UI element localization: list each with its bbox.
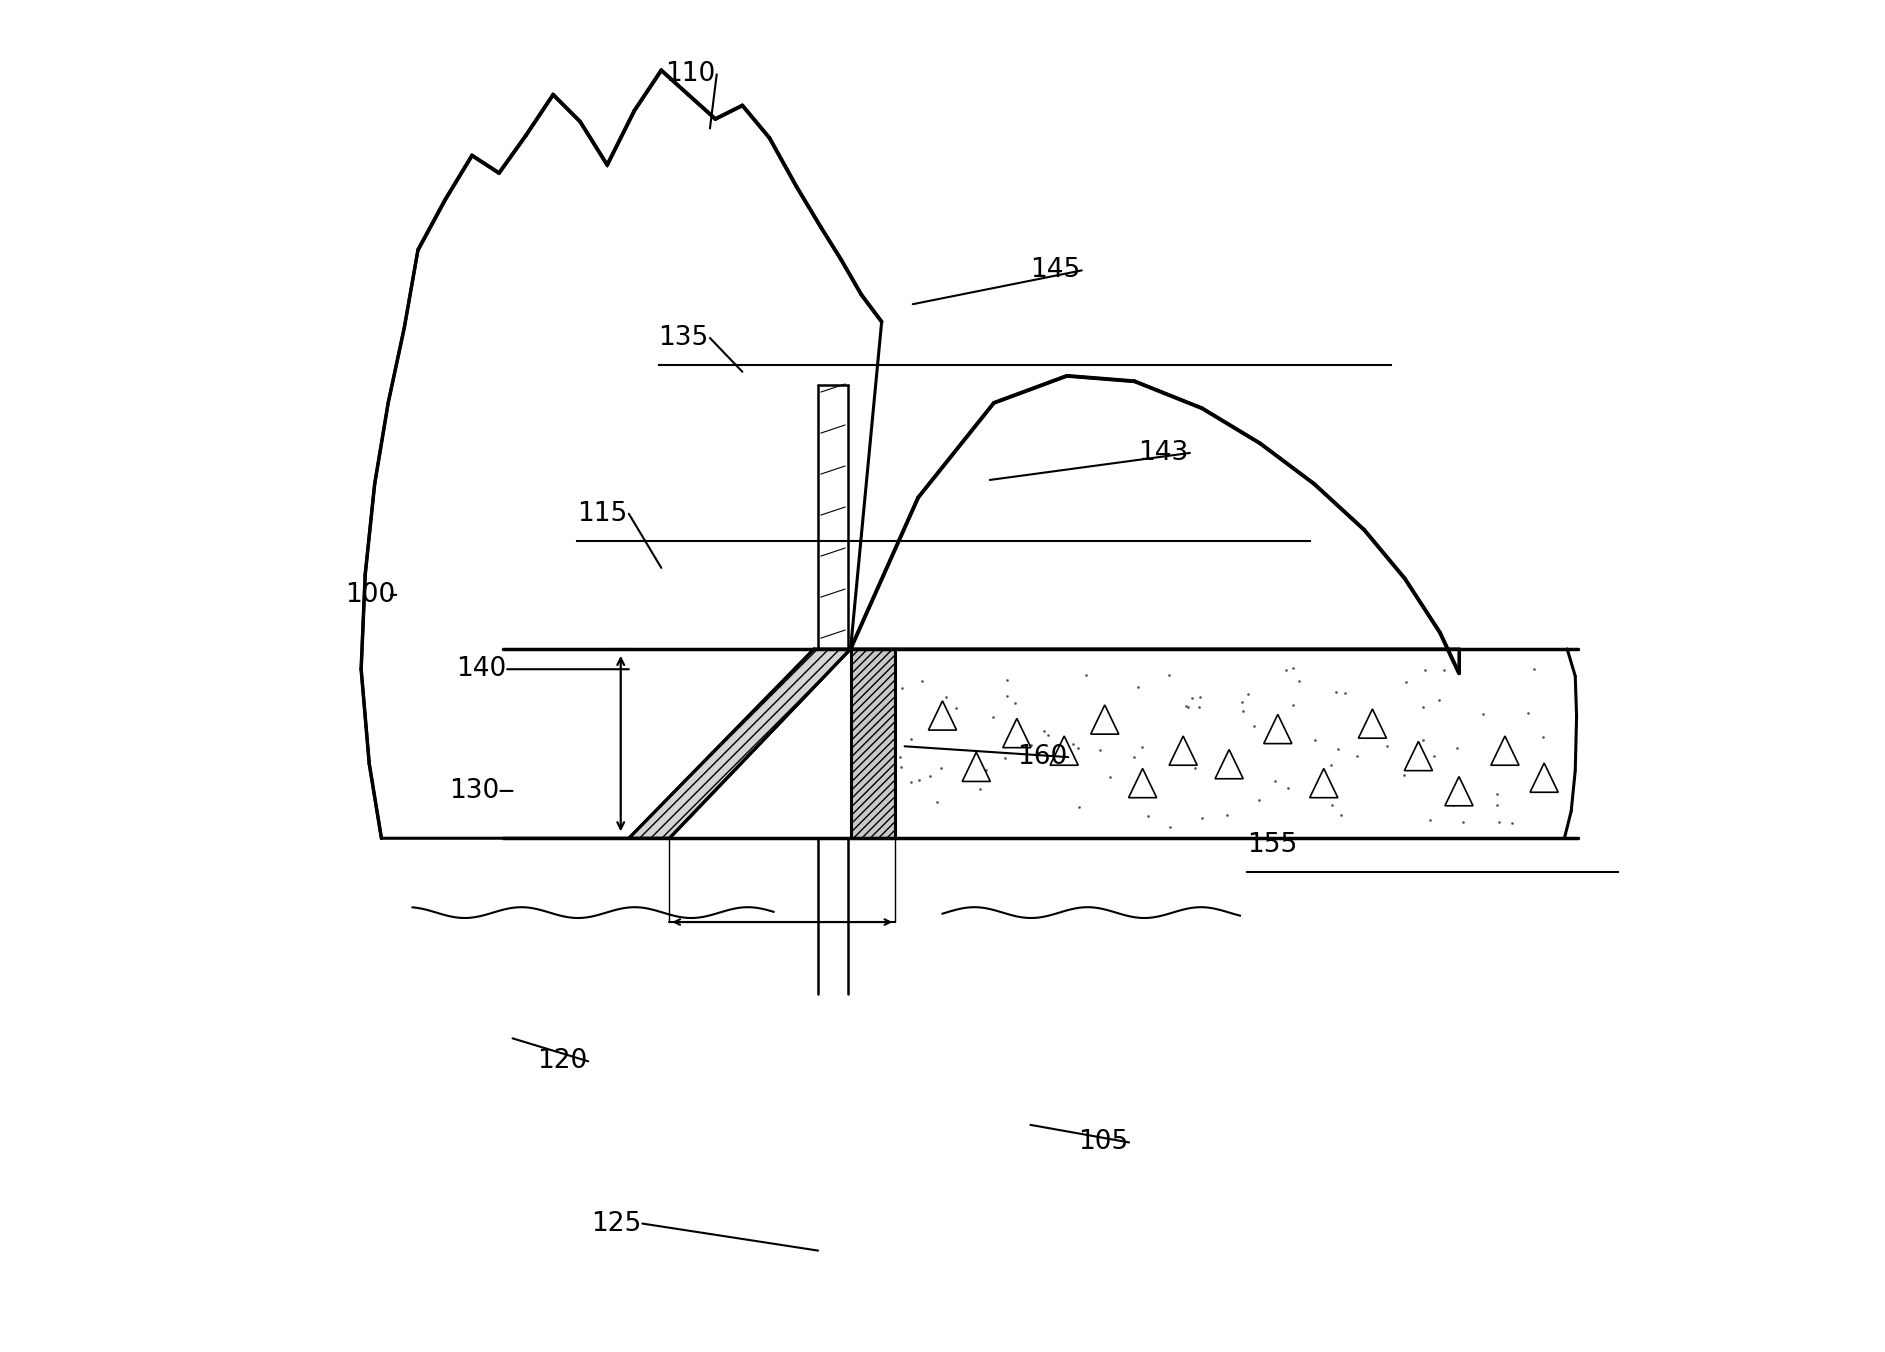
Polygon shape [1003, 718, 1031, 748]
Polygon shape [1169, 735, 1197, 765]
Polygon shape [362, 70, 882, 838]
Polygon shape [929, 700, 956, 730]
Text: 100: 100 [345, 581, 396, 608]
Text: 110: 110 [665, 61, 716, 88]
Text: 143: 143 [1139, 439, 1189, 466]
Polygon shape [1129, 768, 1157, 798]
Text: 125: 125 [592, 1210, 641, 1237]
Text: 140: 140 [456, 656, 505, 683]
Text: 135: 135 [658, 324, 709, 352]
Text: 105: 105 [1078, 1129, 1127, 1156]
Polygon shape [1531, 763, 1559, 792]
Polygon shape [630, 649, 850, 838]
Polygon shape [1491, 735, 1519, 765]
Polygon shape [961, 752, 990, 781]
Polygon shape [1310, 768, 1338, 798]
Polygon shape [1263, 714, 1291, 744]
Text: 115: 115 [577, 500, 628, 527]
Polygon shape [1446, 776, 1472, 806]
Polygon shape [850, 649, 895, 838]
Text: 160: 160 [1016, 744, 1067, 771]
Polygon shape [1404, 741, 1433, 771]
Text: 120: 120 [537, 1048, 586, 1075]
Text: 145: 145 [1031, 257, 1080, 284]
Polygon shape [1359, 708, 1387, 738]
Polygon shape [1050, 735, 1078, 765]
Polygon shape [1091, 704, 1120, 734]
Polygon shape [1216, 749, 1244, 779]
Text: 130: 130 [449, 777, 500, 804]
Polygon shape [850, 376, 1459, 673]
Text: 155: 155 [1246, 831, 1297, 859]
